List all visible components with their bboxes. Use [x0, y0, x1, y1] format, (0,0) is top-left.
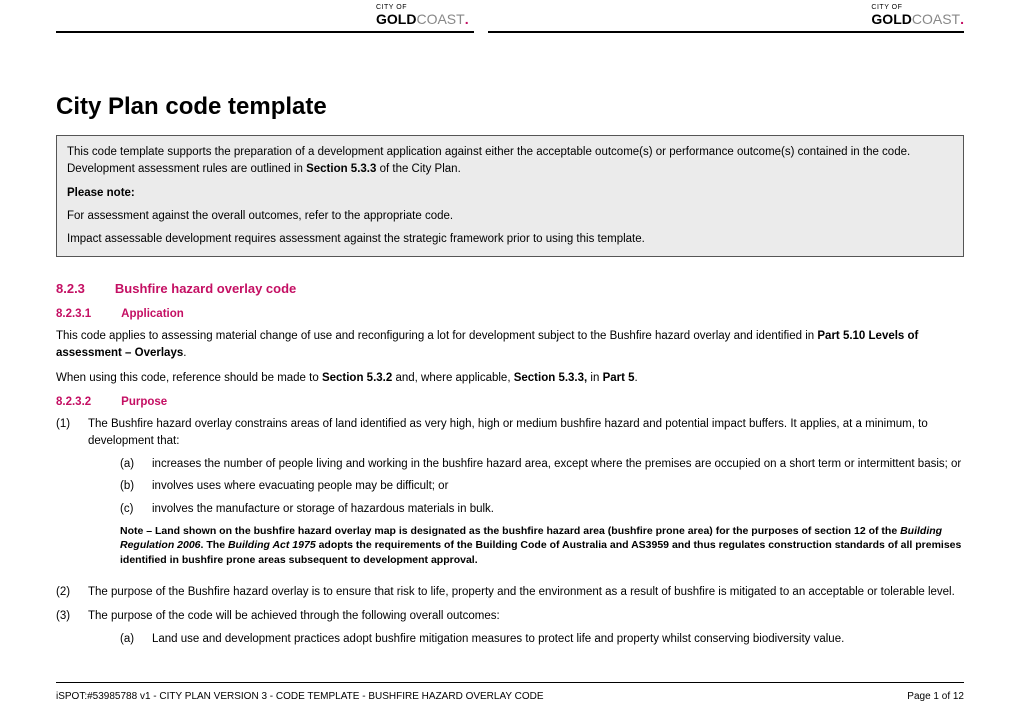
logo-main-2: GOLDCOAST. [871, 11, 964, 27]
page: CITY OF GOLDCOAST. CITY OF GOLDCOAST. Ci… [0, 0, 1020, 654]
sub1-num: 8.2.3.1 [56, 308, 91, 320]
alpha-list-3: (a)Land use and development practices ad… [88, 631, 964, 648]
application-p2: When using this code, reference should b… [56, 370, 964, 387]
application-p1: This code applies to assessing material … [56, 328, 964, 361]
section-num: 8.2.3 [56, 281, 85, 296]
sub1-title: Application [121, 308, 184, 320]
logo-top-text: CITY OF [376, 4, 469, 11]
sub2-title: Purpose [121, 396, 167, 408]
intro-please-note: Please note: [67, 185, 953, 202]
footer-row: iSPOT:#53985788 v1 - CITY PLAN VERSION 3… [56, 691, 964, 702]
purpose-list: (1) The Bushfire hazard overlay constrai… [56, 416, 964, 653]
alpha-item: (b)involves uses where evacuating people… [88, 478, 964, 495]
list-item: (3) The purpose of the code will be achi… [56, 608, 964, 653]
header-rule [56, 31, 964, 33]
note: Note – Land shown on the bushfire hazard… [88, 524, 964, 568]
footer: iSPOT:#53985788 v1 - CITY PLAN VERSION 3… [56, 682, 964, 702]
header: CITY OF GOLDCOAST. CITY OF GOLDCOAST. [56, 0, 964, 31]
subsection-1: 8.2.3.1 Application [56, 308, 964, 320]
alpha-item: (a)increases the number of people living… [88, 456, 964, 473]
footer-rule [56, 682, 964, 683]
logo-main: GOLDCOAST. [376, 11, 469, 27]
section-title: Bushfire hazard overlay code [115, 281, 296, 296]
footer-right: Page 1 of 12 [907, 691, 964, 702]
logo-left: CITY OF GOLDCOAST. [376, 4, 469, 29]
subsection-2: 8.2.3.2 Purpose [56, 396, 964, 408]
alpha-item: (a)Land use and development practices ad… [88, 631, 964, 648]
section-heading: 8.2.3 Bushfire hazard overlay code [56, 281, 964, 296]
list-item: (2) The purpose of the Bushfire hazard o… [56, 584, 964, 601]
logo-right: CITY OF GOLDCOAST. [871, 4, 964, 29]
alpha-list-1: (a)increases the number of people living… [88, 456, 964, 518]
sub2-num: 8.2.3.2 [56, 396, 91, 408]
list-item: (1) The Bushfire hazard overlay constrai… [56, 416, 964, 575]
intro-p3: For assessment against the overall outco… [67, 208, 953, 225]
page-title: City Plan code template [56, 93, 964, 121]
alpha-item: (c)involves the manufacture or storage o… [88, 501, 964, 518]
footer-left: iSPOT:#53985788 v1 - CITY PLAN VERSION 3… [56, 691, 544, 702]
logo-top-text-2: CITY OF [871, 4, 964, 11]
intro-p4: Impact assessable development requires a… [67, 231, 953, 248]
intro-box: This code template supports the preparat… [56, 135, 964, 257]
intro-p1: This code template supports the preparat… [67, 144, 953, 179]
